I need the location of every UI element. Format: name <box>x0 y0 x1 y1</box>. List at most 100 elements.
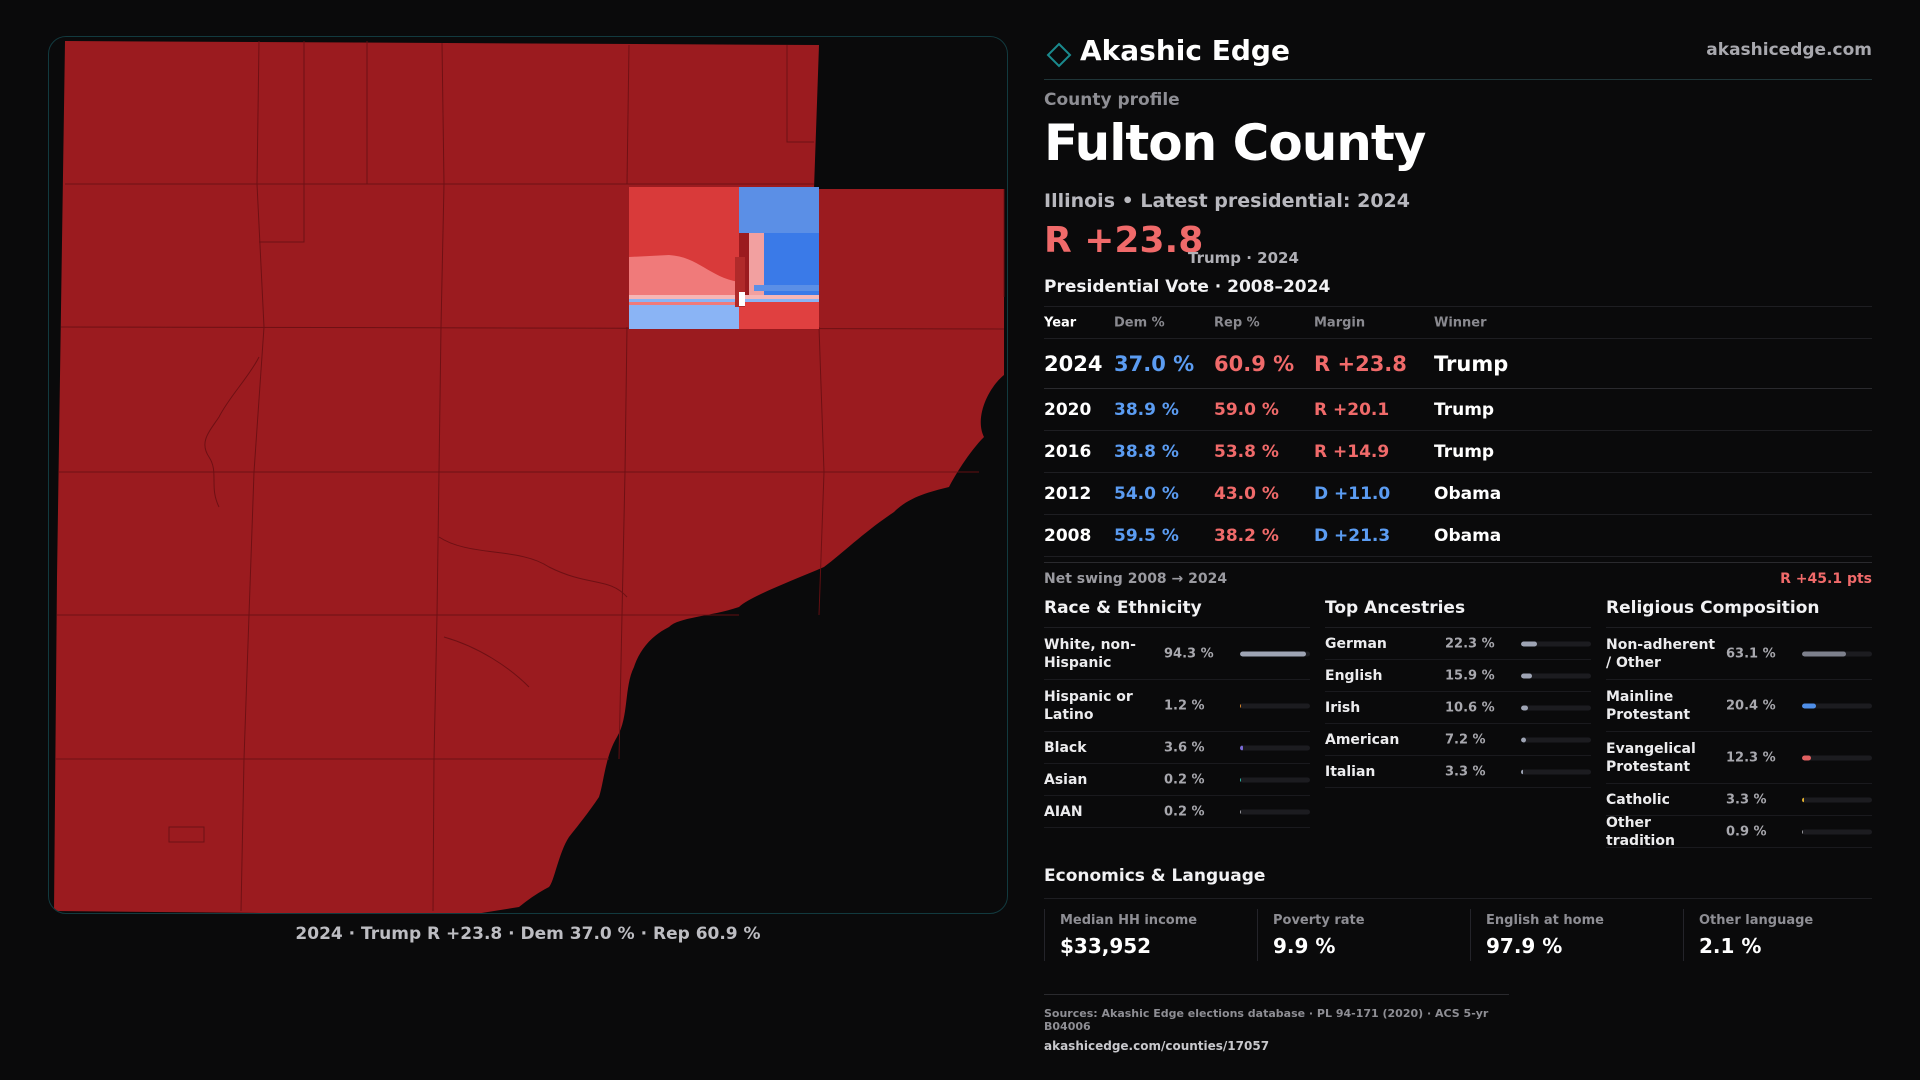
econ-label: English at home <box>1486 913 1604 928</box>
progress-bar-fill <box>1240 651 1306 656</box>
header-year: Year <box>1044 315 1077 330</box>
race-section-title: Race & Ethnicity <box>1044 598 1310 628</box>
econ-median-income: Median HH income $33,952 <box>1044 909 1244 961</box>
sources-link[interactable]: akashicedge.com/counties/17057 <box>1044 1039 1270 1053</box>
economics-row: Median HH income $33,952 Poverty rate 9.… <box>1044 898 1872 968</box>
county-subtitle: Illinois • Latest presidential: 2024 <box>1044 190 1411 212</box>
item-value: 20.4 % <box>1726 698 1776 713</box>
progress-bar <box>1521 769 1591 774</box>
progress-bar <box>1802 755 1872 760</box>
list-item: Hispanic or Latino 1.2 % <box>1044 680 1310 732</box>
city-precincts[interactable] <box>629 187 819 329</box>
brand-url[interactable]: akashicedge.com <box>1706 40 1872 60</box>
item-label: Italian <box>1325 763 1376 780</box>
progress-bar <box>1240 809 1310 814</box>
cell-dem: 37.0 % <box>1114 351 1195 376</box>
item-value: 0.2 % <box>1164 772 1205 787</box>
county-shape[interactable] <box>54 41 1004 914</box>
item-label: Hispanic or Latino <box>1044 688 1133 723</box>
list-item: Non-adherent / Other 63.1 % <box>1606 628 1872 680</box>
progress-bar <box>1802 797 1872 802</box>
progress-bar-fill <box>1802 703 1817 708</box>
econ-value: 9.9 % <box>1273 934 1336 958</box>
progress-bar-fill <box>1521 673 1533 678</box>
religion-section-title: Religious Composition <box>1606 598 1872 628</box>
net-swing-value: R +45.1 pts <box>1780 571 1872 587</box>
cell-margin: R +14.9 <box>1314 441 1390 462</box>
cell-year: 2012 <box>1044 483 1092 504</box>
progress-bar-fill <box>1240 809 1242 814</box>
item-label: English <box>1325 667 1383 684</box>
item-label: White, non-Hispanic <box>1044 636 1136 671</box>
progress-bar-fill <box>1240 703 1242 708</box>
cell-margin: D +21.3 <box>1314 525 1391 546</box>
list-item: English 15.9 % <box>1325 660 1591 692</box>
progress-bar-fill <box>1802 829 1804 834</box>
list-item: White, non-Hispanic 94.3 % <box>1044 628 1310 680</box>
list-item: Irish 10.6 % <box>1325 692 1591 724</box>
table-row: 2008 59.5 % 38.2 % D +21.3 Obama <box>1044 515 1872 557</box>
progress-bar <box>1802 651 1872 656</box>
econ-label: Other language <box>1699 913 1814 928</box>
progress-bar-fill <box>1802 755 1811 760</box>
table-row: 2016 38.8 % 53.8 % R +14.9 Trump <box>1044 431 1872 473</box>
progress-bar <box>1240 777 1310 782</box>
county-map[interactable] <box>48 36 1008 914</box>
cell-winner: Obama <box>1434 483 1502 504</box>
item-value: 15.9 % <box>1445 668 1495 683</box>
item-label: Irish <box>1325 699 1361 716</box>
item-value: 3.6 % <box>1164 740 1205 755</box>
precinct-boundaries <box>55 40 1005 912</box>
header-rep: Rep % <box>1214 315 1260 330</box>
cell-rep: 53.8 % <box>1214 441 1279 462</box>
cell-rep: 43.0 % <box>1214 483 1279 504</box>
economics-section-title: Economics & Language <box>1044 866 1266 886</box>
sources-footer: Sources: Akashic Edge elections database… <box>1044 994 1509 1053</box>
item-value: 3.3 % <box>1445 764 1486 779</box>
item-label: American <box>1325 731 1400 748</box>
table-row: 2024 37.0 % 60.9 % R +23.8 Trump <box>1044 339 1872 389</box>
item-label: AIAN <box>1044 803 1083 820</box>
progress-bar-fill <box>1521 705 1529 710</box>
progress-bar-fill <box>1521 641 1537 646</box>
table-row: 2012 54.0 % 43.0 % D +11.0 Obama <box>1044 473 1872 515</box>
header-margin: Margin <box>1314 315 1366 330</box>
econ-label: Median HH income <box>1060 913 1198 928</box>
cell-year: 2020 <box>1044 399 1092 420</box>
diamond-outline-icon <box>1046 42 1072 68</box>
progress-bar <box>1240 745 1310 750</box>
item-value: 63.1 % <box>1726 646 1776 661</box>
cell-dem: 54.0 % <box>1114 483 1179 504</box>
table-row: 2020 38.9 % 59.0 % R +20.1 Trump <box>1044 389 1872 431</box>
precinct-map-svg[interactable] <box>49 37 1008 914</box>
list-item: Catholic 3.3 % <box>1606 784 1872 816</box>
religion-section: Religious Composition Non-adherent / Oth… <box>1606 598 1872 849</box>
item-label: Non-adherent / Other <box>1606 636 1716 671</box>
vote-section-title: Presidential Vote · 2008–2024 <box>1044 277 1331 297</box>
item-value: 0.2 % <box>1164 804 1205 819</box>
brand-header: Akashic Edge akashicedge.com <box>1044 30 1872 80</box>
progress-bar <box>1240 651 1310 656</box>
latest-margin-note: Trump · 2024 <box>1188 249 1299 267</box>
cell-rep: 59.0 % <box>1214 399 1279 420</box>
item-label: Catholic <box>1606 791 1670 808</box>
cell-year: 2008 <box>1044 525 1092 546</box>
profile-label: County profile <box>1044 90 1180 110</box>
progress-bar-fill <box>1240 777 1242 782</box>
cell-winner: Trump <box>1434 399 1495 420</box>
progress-bar-fill <box>1802 651 1847 656</box>
header-dem: Dem % <box>1114 315 1165 330</box>
cell-year: 2016 <box>1044 441 1092 462</box>
vote-table-header: Year Dem % Rep % Margin Winner <box>1044 307 1872 339</box>
list-item: Italian 3.3 % <box>1325 756 1591 788</box>
sources-text: Sources: Akashic Edge elections database… <box>1044 1007 1489 1033</box>
item-value: 7.2 % <box>1445 732 1486 747</box>
race-ethnicity-section: Race & Ethnicity White, non-Hispanic 94.3… <box>1044 598 1310 828</box>
header-winner: Winner <box>1434 315 1487 330</box>
cell-rep: 60.9 % <box>1214 351 1295 376</box>
progress-bar <box>1521 737 1591 742</box>
vote-table: Year Dem % Rep % Margin Winner 2024 37.0… <box>1044 306 1872 557</box>
item-value: 1.2 % <box>1164 698 1205 713</box>
econ-value: 97.9 % <box>1486 934 1563 958</box>
cell-margin: R +20.1 <box>1314 399 1390 420</box>
